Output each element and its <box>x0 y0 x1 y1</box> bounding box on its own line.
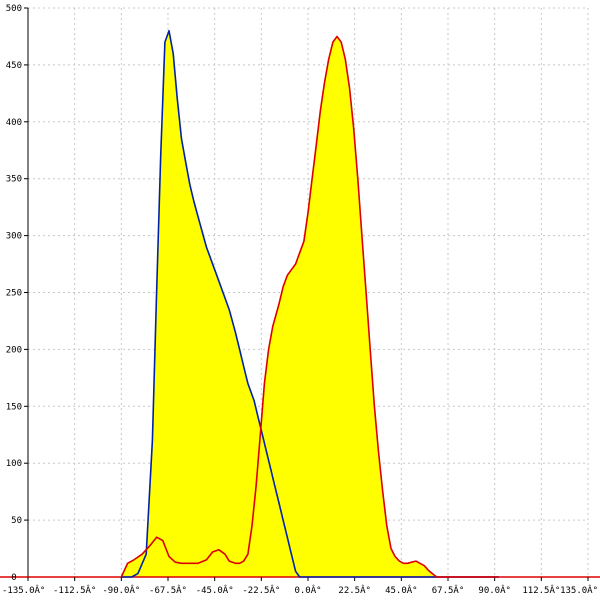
series-line-1 <box>120 35 499 578</box>
series-lines <box>120 30 499 578</box>
x-tick-label-5: -22.5Â° <box>242 584 280 596</box>
x-tick-label-11: 112.5Â° <box>522 584 560 596</box>
x-tick-label-9: 67.5Â° <box>432 584 465 596</box>
y-tick-label-8: 450 <box>6 61 22 71</box>
x-tick-label-3: -67.5Â° <box>149 584 187 596</box>
x-tick-label-0: -135.0Â° <box>2 584 45 596</box>
y-tick-label-9: 500 <box>6 4 22 14</box>
x-tick-label-1: -112.5Â° <box>53 584 96 596</box>
y-tick-label-2: 150 <box>6 402 22 412</box>
y-tick-label-4: 250 <box>6 289 22 299</box>
y-tick-label-5: 300 <box>6 232 22 242</box>
x-tick-label-8: 45.0Â° <box>385 584 418 596</box>
y-tick-label-7: 400 <box>6 118 22 128</box>
x-tick-label-10: 90.0Â° <box>478 584 511 596</box>
x-tick-labels: -135.0Â° -112.5Â° -90.0Â° -67.5Â° -45.0Â° -22… <box>2 584 598 596</box>
x-tick-label-12: 135.0Â° <box>560 584 598 596</box>
series-area-0 <box>121 30 499 578</box>
series-areas <box>121 30 499 578</box>
y-tick-label-6: 350 <box>6 175 22 185</box>
x-tick-label-7: 22.5Â° <box>338 584 371 596</box>
x-tick-label-4: -45.0Â° <box>196 584 234 596</box>
y-tick-label-3: 200 <box>6 345 22 355</box>
y-tick-label-0: 50 <box>11 516 22 526</box>
y-tick-labels: 50 100 150 200 250 300 350 400 450 500 0 <box>6 4 22 583</box>
x-tick-label-2: -90.0Â° <box>102 584 140 596</box>
y-tick-label-zero: 0 <box>11 573 16 583</box>
series-line-0 <box>121 30 499 578</box>
series-area-1 <box>121 36 499 577</box>
x-tick-label-6: 0.0Â° <box>294 584 321 596</box>
y-tick-label-1: 100 <box>6 459 22 469</box>
